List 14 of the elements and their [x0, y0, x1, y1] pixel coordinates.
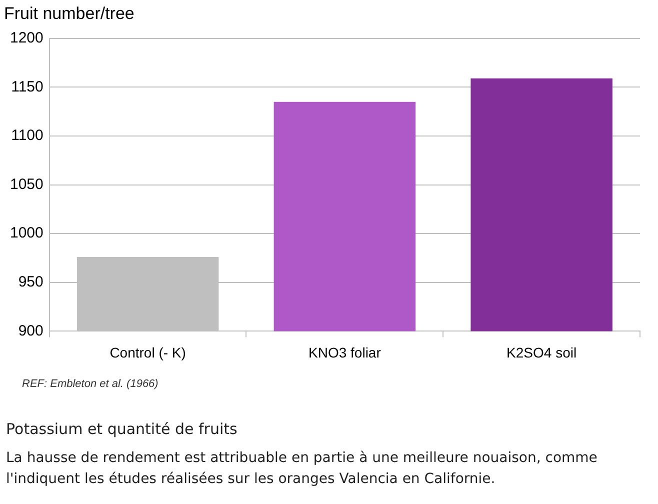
y-tick-label: 950	[18, 274, 44, 291]
y-tick-label: 1050	[10, 176, 44, 193]
text: La hausse de rendement est attribuable en partie à une meilleure nouaison, comme l'indiquent les études réalisées sur les oranges Valencia en Californie.	[6, 449, 598, 489]
y-axis-title: Fruit number/tree	[4, 4, 134, 23]
text: REF: Embleton et al. (1966)	[22, 378, 158, 390]
y-tick-label: 1150	[11, 78, 44, 96]
x-tick-label: Control (- K)	[110, 344, 186, 360]
x-tick-label: K2SO4 soil	[506, 344, 577, 360]
y-tick-label: 1200	[10, 30, 44, 47]
text: Potassium et quantité de fruits	[6, 420, 238, 438]
x-tick-label: KNO3 foliar	[308, 344, 382, 360]
y-tick-label: 900	[18, 322, 44, 340]
y-tick-label: 1000	[10, 224, 44, 242]
y-tick-label: 1100	[11, 127, 44, 144]
